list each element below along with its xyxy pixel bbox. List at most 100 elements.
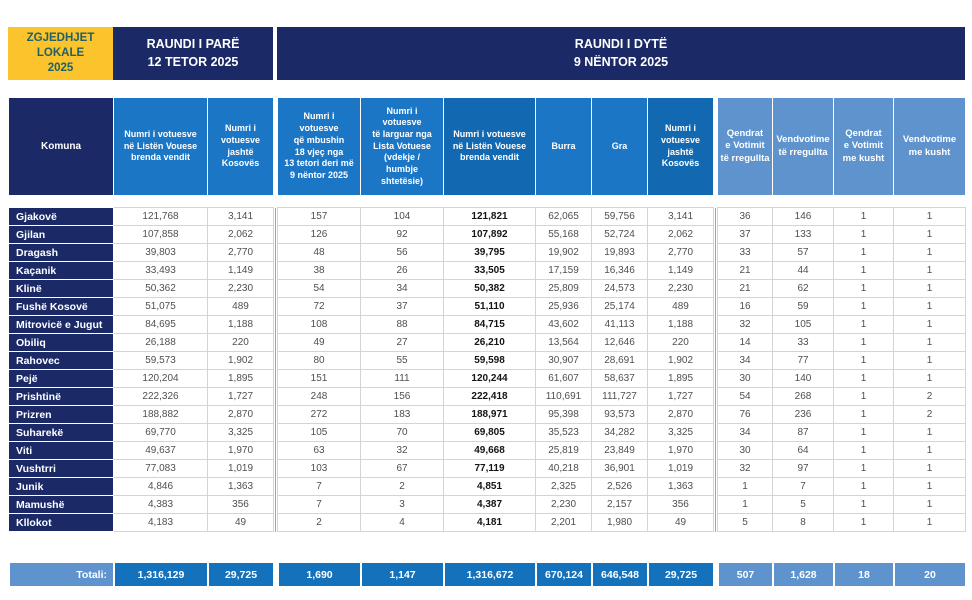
value-cell: 21 [717, 261, 773, 280]
value-cell: 1,188 [207, 315, 274, 334]
value-cell: 2,770 [647, 243, 714, 262]
value-cell: 1 [833, 405, 894, 424]
value-cell: 64 [772, 441, 834, 460]
value-cell: 39,795 [443, 243, 536, 262]
value-cell: 356 [647, 495, 714, 514]
value-cell: 7 [277, 495, 361, 514]
col-header-komuna: Komuna [8, 97, 114, 196]
value-cell: 248 [277, 387, 361, 406]
totals-label: Totali: [8, 561, 115, 588]
value-cell: 111 [360, 369, 444, 388]
komuna-cell: Prizren [8, 405, 114, 424]
value-cell: 43,602 [535, 315, 592, 334]
value-cell: 2,062 [647, 225, 714, 244]
komuna-cell: Kllokot [8, 513, 114, 532]
value-cell: 7 [772, 477, 834, 496]
value-cell: 27 [360, 333, 444, 352]
value-cell: 67 [360, 459, 444, 478]
group-divider [273, 225, 278, 244]
value-cell: 59,598 [443, 351, 536, 370]
value-cell: 77,083 [113, 459, 208, 478]
group-divider [273, 459, 278, 478]
value-cell: 77,119 [443, 459, 536, 478]
value-cell: 236 [772, 405, 834, 424]
value-cell: 52,724 [591, 225, 648, 244]
table-row: Gjakovë 121,768 3,141 157 104 121,821 62,065 59… [8, 207, 966, 226]
totals-row: Totali: 1,316,129 29,725 1,690 1,147 1,3… [8, 561, 967, 588]
value-cell: 28,691 [591, 351, 648, 370]
value-cell: 24,573 [591, 279, 648, 298]
group-divider [273, 405, 278, 424]
value-cell: 120,244 [443, 369, 536, 388]
totals-value-cell: 1,316,129 [113, 561, 209, 588]
value-cell: 1,149 [647, 261, 714, 280]
value-cell: 26 [360, 261, 444, 280]
totals-value-cell: 1,690 [277, 561, 362, 588]
value-cell: 33,493 [113, 261, 208, 280]
value-cell: 268 [772, 387, 834, 406]
totals-value-cell: 1,316,672 [443, 561, 537, 588]
value-cell: 2 [893, 405, 966, 424]
value-cell: 3 [360, 495, 444, 514]
value-cell: 2,201 [535, 513, 592, 532]
col-header-r1-jashte: Numri i votuesve jashtë Kosovës [207, 97, 274, 196]
komuna-cell: Gjilan [8, 225, 114, 244]
group-divider [713, 387, 718, 406]
value-cell: 30 [717, 441, 773, 460]
value-cell: 51,110 [443, 297, 536, 316]
totals-value-cell: 29,725 [647, 561, 715, 588]
value-cell: 55 [360, 351, 444, 370]
value-cell: 4,183 [113, 513, 208, 532]
value-cell: 51,075 [113, 297, 208, 316]
value-cell: 26,188 [113, 333, 208, 352]
value-cell: 80 [277, 351, 361, 370]
group-divider [713, 459, 718, 478]
value-cell: 49,668 [443, 441, 536, 460]
komuna-cell: Junik [8, 477, 114, 496]
value-cell: 37 [360, 297, 444, 316]
totals-value-cell: 1,628 [772, 561, 835, 588]
value-cell: 93,573 [591, 405, 648, 424]
value-cell: 97 [772, 459, 834, 478]
value-cell: 36,901 [591, 459, 648, 478]
value-cell: 1 [893, 279, 966, 298]
value-cell: 62,065 [535, 207, 592, 226]
value-cell: 17,159 [535, 261, 592, 280]
komuna-cell: Rahovec [8, 351, 114, 370]
value-cell: 44 [772, 261, 834, 280]
komuna-cell: Prishtinë [8, 387, 114, 406]
group-divider [273, 495, 278, 514]
value-cell: 55,168 [535, 225, 592, 244]
round-2-header: RAUNDI I DYTË 9 NËNTOR 2025 [277, 27, 965, 80]
value-cell: 59,573 [113, 351, 208, 370]
totals-group-gap [714, 562, 718, 587]
value-cell: 1,902 [647, 351, 714, 370]
value-cell: 146 [772, 207, 834, 226]
value-cell: 156 [360, 387, 444, 406]
value-cell: 157 [277, 207, 361, 226]
value-cell: 2,870 [647, 405, 714, 424]
value-cell: 1,970 [207, 441, 274, 460]
value-cell: 49 [647, 513, 714, 532]
value-cell: 1,895 [647, 369, 714, 388]
value-cell: 1 [893, 369, 966, 388]
value-cell: 1,980 [591, 513, 648, 532]
value-cell: 356 [207, 495, 274, 514]
value-cell: 3,325 [647, 423, 714, 442]
value-cell: 16,346 [591, 261, 648, 280]
komuna-cell: Klinë [8, 279, 114, 298]
value-cell: 2,526 [591, 477, 648, 496]
value-cell: 107,892 [443, 225, 536, 244]
komuna-cell: Pejë [8, 369, 114, 388]
value-cell: 489 [207, 297, 274, 316]
col-header-vv-rregullta: Vendvotime të rregullta [772, 97, 834, 196]
komuna-cell: Gjakovë [8, 207, 114, 226]
banner: ZGJEDHJET LOKALE 2025 RAUNDI I PARË 12 T… [8, 27, 965, 80]
value-cell: 151 [277, 369, 361, 388]
value-cell: 3,141 [647, 207, 714, 226]
value-cell: 4 [360, 513, 444, 532]
value-cell: 1 [833, 513, 894, 532]
value-cell: 1 [893, 423, 966, 442]
value-cell: 1 [833, 351, 894, 370]
value-cell: 1 [833, 369, 894, 388]
